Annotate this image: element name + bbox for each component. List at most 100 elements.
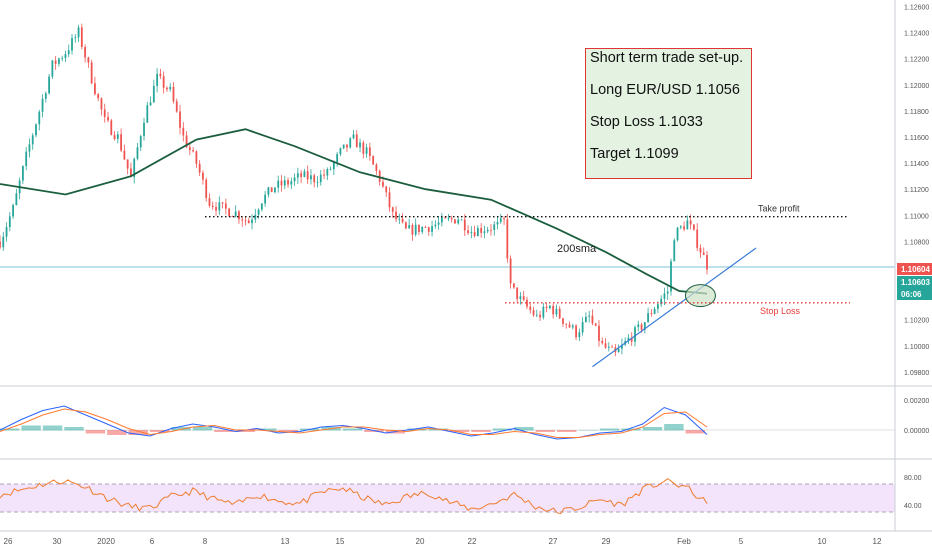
candle[interactable] xyxy=(604,338,607,349)
candle[interactable] xyxy=(486,226,489,234)
candle[interactable] xyxy=(179,105,181,135)
candle[interactable] xyxy=(411,223,414,241)
candle[interactable] xyxy=(211,201,214,210)
candle[interactable] xyxy=(172,82,175,104)
candle[interactable] xyxy=(558,306,561,320)
candle[interactable] xyxy=(490,224,492,236)
candle[interactable] xyxy=(103,103,106,123)
candle[interactable] xyxy=(362,140,365,159)
candle[interactable] xyxy=(287,177,289,188)
rsi-line[interactable] xyxy=(0,477,708,515)
candle[interactable] xyxy=(31,133,34,150)
candle[interactable] xyxy=(421,226,424,235)
candle[interactable] xyxy=(408,218,411,229)
candle[interactable] xyxy=(434,220,437,229)
candle[interactable] xyxy=(555,304,558,317)
candle[interactable] xyxy=(437,216,440,230)
candle[interactable] xyxy=(699,244,702,259)
candle[interactable] xyxy=(303,168,306,178)
candle[interactable] xyxy=(499,213,502,224)
candle[interactable] xyxy=(38,109,41,131)
candle[interactable] xyxy=(87,56,90,68)
candle[interactable] xyxy=(139,134,142,152)
candle[interactable] xyxy=(424,225,427,228)
candle[interactable] xyxy=(313,173,316,188)
candle[interactable] xyxy=(627,334,630,344)
candle[interactable] xyxy=(418,224,420,235)
candle[interactable] xyxy=(372,155,375,165)
candle[interactable] xyxy=(588,310,591,323)
candle[interactable] xyxy=(643,321,646,334)
candle[interactable] xyxy=(0,235,1,250)
candle[interactable] xyxy=(25,147,28,171)
candle[interactable] xyxy=(267,186,270,198)
candle[interactable] xyxy=(673,238,676,262)
candle[interactable] xyxy=(319,169,322,186)
candle[interactable] xyxy=(270,187,273,193)
candle[interactable] xyxy=(385,186,388,197)
candle[interactable] xyxy=(293,173,296,186)
candle[interactable] xyxy=(686,215,689,230)
candle[interactable] xyxy=(594,323,597,327)
candle[interactable] xyxy=(326,167,329,181)
candle[interactable] xyxy=(162,71,165,94)
candle[interactable] xyxy=(545,303,548,313)
candle[interactable] xyxy=(506,213,509,263)
candle[interactable] xyxy=(630,332,633,346)
candle[interactable] xyxy=(35,123,37,138)
candle[interactable] xyxy=(130,162,132,178)
candle[interactable] xyxy=(126,159,129,175)
candle[interactable] xyxy=(58,57,60,67)
candle[interactable] xyxy=(169,83,172,92)
candle[interactable] xyxy=(323,168,325,180)
candle[interactable] xyxy=(637,320,640,332)
candle[interactable] xyxy=(427,226,430,236)
candle[interactable] xyxy=(71,34,73,55)
candle[interactable] xyxy=(107,111,109,123)
candle[interactable] xyxy=(676,226,679,242)
candle[interactable] xyxy=(238,210,240,224)
candle[interactable] xyxy=(663,287,666,305)
candle[interactable] xyxy=(205,177,208,202)
candle[interactable] xyxy=(97,93,100,102)
sma200-line[interactable] xyxy=(0,128,708,295)
candle[interactable] xyxy=(532,306,535,317)
candle[interactable] xyxy=(575,324,577,341)
candle[interactable] xyxy=(15,188,18,206)
candle[interactable] xyxy=(77,24,80,42)
candle[interactable] xyxy=(74,34,77,43)
candle[interactable] xyxy=(290,177,293,190)
candle[interactable] xyxy=(332,160,335,175)
candle[interactable] xyxy=(519,292,522,305)
candle[interactable] xyxy=(188,143,191,156)
candle[interactable] xyxy=(67,44,70,58)
candle[interactable] xyxy=(463,214,466,237)
candle[interactable] xyxy=(198,160,201,176)
candle[interactable] xyxy=(54,56,57,70)
candle[interactable] xyxy=(454,218,456,224)
candle[interactable] xyxy=(251,214,253,230)
candle[interactable] xyxy=(565,323,568,329)
candle[interactable] xyxy=(228,207,231,217)
candle[interactable] xyxy=(260,203,263,212)
candle[interactable] xyxy=(346,144,348,152)
candle[interactable] xyxy=(571,323,574,330)
candle[interactable] xyxy=(339,147,342,157)
candle[interactable] xyxy=(152,80,155,103)
candle[interactable] xyxy=(257,208,260,219)
candle[interactable] xyxy=(218,196,221,215)
candle[interactable] xyxy=(529,301,532,314)
candle[interactable] xyxy=(611,344,613,348)
candle[interactable] xyxy=(660,295,663,308)
candle[interactable] xyxy=(349,137,352,149)
candle[interactable] xyxy=(175,98,178,113)
candle[interactable] xyxy=(679,224,682,230)
candle[interactable] xyxy=(516,287,519,303)
candle[interactable] xyxy=(195,150,198,169)
candle[interactable] xyxy=(300,170,303,184)
candle[interactable] xyxy=(277,175,280,193)
candle[interactable] xyxy=(693,224,695,231)
candle[interactable] xyxy=(280,175,283,192)
candle[interactable] xyxy=(431,220,433,237)
candle[interactable] xyxy=(480,223,483,238)
